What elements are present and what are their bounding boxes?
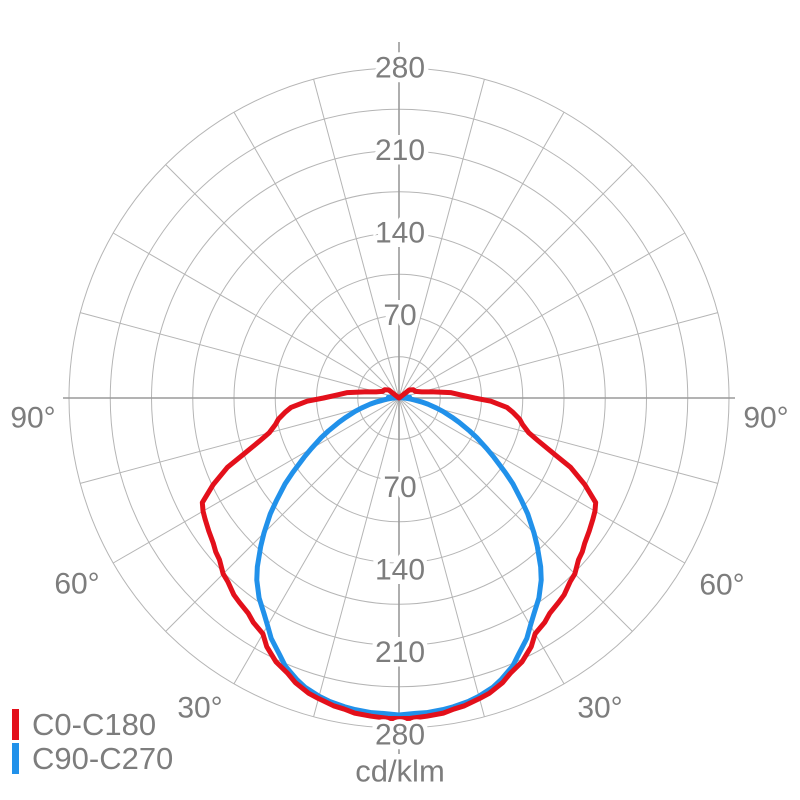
angle-label-5: 90° — [743, 402, 788, 435]
angle-label-3: 30° — [577, 692, 622, 725]
ring-labels: 70 70 140 140 210 210 280 280 — [370, 47, 429, 756]
ring-label-bottom-140: 140 — [375, 554, 425, 587]
angle-label-0: 90° — [10, 402, 55, 435]
ring-label-bottom-70: 70 — [383, 471, 416, 504]
unit-label-text: cd/klm — [355, 754, 445, 789]
ring-label-bottom-280: 280 — [375, 719, 425, 752]
unit-label: cd/klm — [351, 749, 450, 793]
c90-c270-curve — [254, 394, 544, 718]
ring-label-top-70: 70 — [383, 299, 416, 332]
ring-label-bottom-210: 210 — [375, 636, 425, 669]
legend: C0-C180 C90-C270 — [12, 708, 173, 775]
angle-labels: 90° 60° 30° 30° 60° 90° — [6, 397, 793, 729]
ring-label-top-280: 280 — [375, 52, 425, 85]
legend-swatch-red — [12, 709, 19, 740]
legend-label-c90-c270: C90-C270 — [32, 741, 174, 776]
ring-label-top-140: 140 — [375, 217, 425, 250]
ring-label-top-210: 210 — [375, 134, 425, 167]
angle-label-1: 60° — [54, 568, 99, 601]
legend-item-c0-c180: C0-C180 — [12, 708, 173, 741]
legend-label-c0-c180: C0-C180 — [32, 707, 157, 742]
angle-label-4: 60° — [699, 569, 744, 602]
c0-c180-curve — [199, 387, 599, 722]
legend-swatch-blue — [12, 743, 19, 774]
legend-item-c90-c270: C90-C270 — [12, 742, 173, 775]
angle-label-2: 30° — [177, 692, 222, 725]
